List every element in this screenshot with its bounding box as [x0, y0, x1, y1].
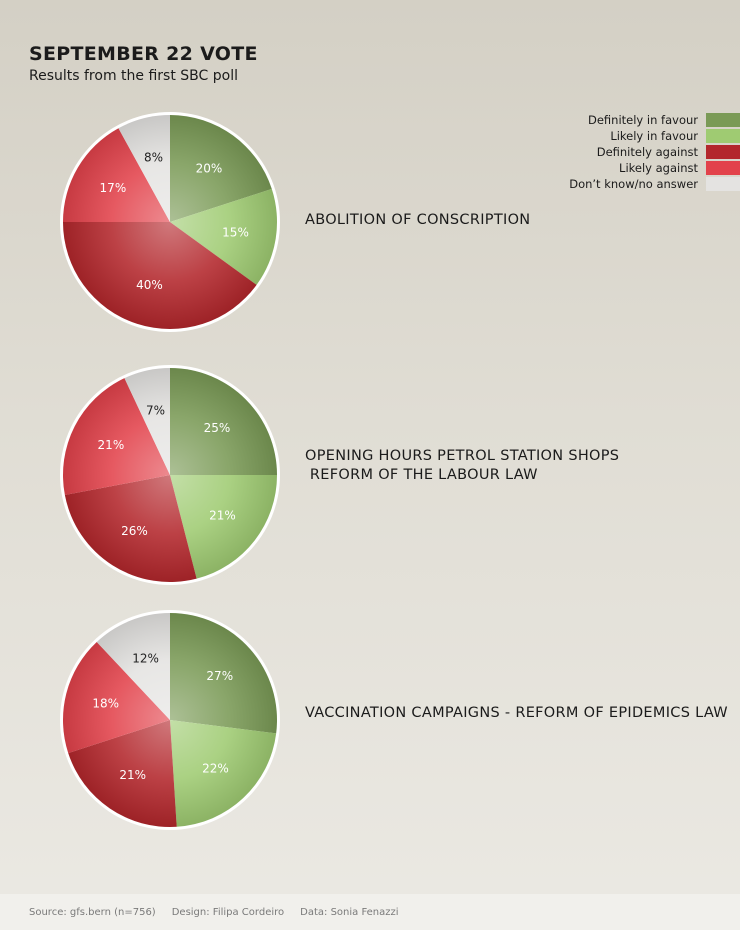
chart-subtitle: Results from the first SBC poll — [29, 68, 238, 84]
pie-data-label: 18% — [92, 697, 119, 711]
legend-swatch — [706, 128, 740, 143]
footer-data: Data: Sonia Fenazzi — [300, 906, 399, 918]
pie-data-label: 8% — [144, 151, 163, 165]
pie-data-label: 17% — [100, 181, 127, 195]
pie-data-label: 15% — [222, 225, 249, 239]
legend-item-likely-against: Likely against — [540, 160, 740, 176]
pie-title-petrol-station: OPENING HOURS PETROL STATION SHOPS REFOR… — [305, 448, 620, 483]
legend-swatch — [706, 144, 740, 159]
legend-label: Likely in favour — [610, 128, 698, 143]
pie-data-label: 27% — [206, 669, 233, 683]
pie-data-label: 20% — [196, 161, 223, 175]
legend-label: Definitely in favour — [588, 112, 698, 127]
pie-data-label: 7% — [146, 403, 165, 417]
chart-title: SEPTEMBER 22 VOTE — [29, 43, 258, 65]
pie-title-vaccination: VACCINATION CAMPAIGNS - REFORM OF EPIDEM… — [305, 705, 728, 721]
legend-label: Definitely against — [596, 144, 698, 159]
pie-data-label: 40% — [136, 278, 163, 292]
legend-label: Don’t know/no answer — [569, 176, 698, 191]
pie-data-label: 21% — [209, 509, 236, 523]
pie-data-label: 25% — [204, 421, 231, 435]
footer-design: Design: Filipa Cordeiro — [171, 906, 285, 918]
pie-data-label: 21% — [119, 768, 146, 782]
footer-source: Source: gfs.bern (n=756) — [29, 906, 156, 918]
pie-data-label: 22% — [202, 761, 229, 775]
pie-title-conscription: ABOLITION OF CONSCRIPTION — [305, 212, 531, 228]
pie-data-label: 21% — [98, 438, 125, 452]
pie-chart-vaccination: 27% 22% 21% 18% 12% — [60, 610, 280, 830]
legend-item-definitely-against: Definitely against — [540, 144, 740, 160]
pie-data-label: 12% — [132, 651, 159, 665]
legend-swatch — [706, 160, 740, 175]
legend: Definitely in favour Likely in favour De… — [540, 112, 740, 192]
legend-swatch — [706, 176, 740, 191]
legend-label: Likely against — [619, 160, 698, 175]
pie-chart-petrol-station: 25% 21% 26% 21% 7% — [60, 365, 280, 585]
pie-data-label: 26% — [121, 524, 148, 538]
legend-item-likely-in-favour: Likely in favour — [540, 128, 740, 144]
footer: Source: gfs.bern (n=756) Design: Filipa … — [0, 894, 740, 930]
legend-item-definitely-in-favour: Definitely in favour — [540, 112, 740, 128]
pie-chart-conscription: 20% 15% 40% 17% 8% — [60, 112, 280, 332]
legend-swatch — [706, 112, 740, 127]
legend-item-dont-know: Don’t know/no answer — [540, 176, 740, 192]
